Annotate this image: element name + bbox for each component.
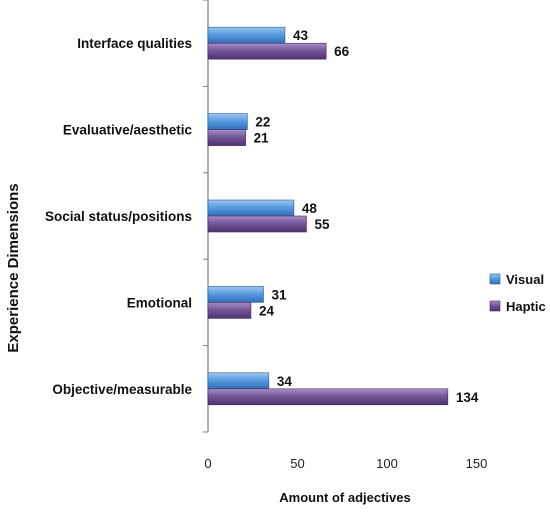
data-label: 22 bbox=[255, 115, 270, 130]
bar-haptic bbox=[207, 129, 246, 146]
data-label: 24 bbox=[259, 303, 275, 318]
x-tick-label: 150 bbox=[466, 456, 488, 471]
x-tick-label: 50 bbox=[290, 456, 304, 471]
category-label: Social status/positions bbox=[45, 209, 192, 224]
legend-label-visual: Visual bbox=[506, 272, 544, 287]
y-axis-title: Experience Dimensions bbox=[5, 183, 22, 352]
bar-visual bbox=[207, 199, 295, 217]
data-label: 55 bbox=[314, 217, 330, 232]
bar-haptic bbox=[207, 302, 252, 319]
data-label: 43 bbox=[293, 28, 309, 43]
bar-visual bbox=[207, 372, 270, 390]
category-label: Evaluative/aesthetic bbox=[63, 123, 193, 138]
bar-haptic bbox=[207, 42, 327, 60]
data-label: 48 bbox=[302, 201, 318, 216]
bar-visual bbox=[207, 286, 264, 303]
x-tick-label: 0 bbox=[204, 456, 211, 471]
plot-area: 0 50 100 150 Interface qualities 43 66 Evaluati… bbox=[45, 0, 487, 471]
legend: Visual Haptic bbox=[489, 272, 546, 314]
bar-haptic bbox=[207, 215, 307, 233]
bar-haptic bbox=[207, 388, 449, 406]
bar-visual bbox=[207, 26, 286, 44]
x-axis-title: Amount of adjectives bbox=[279, 490, 410, 505]
legend-label-haptic: Haptic bbox=[506, 299, 546, 314]
category-label: Interface qualities bbox=[77, 36, 192, 51]
data-label: 66 bbox=[334, 44, 350, 59]
bar-visual bbox=[207, 113, 248, 130]
data-label: 21 bbox=[254, 131, 270, 146]
legend-swatch-visual bbox=[489, 273, 501, 285]
data-label: 31 bbox=[271, 287, 287, 302]
category-label: Objective/measurable bbox=[52, 382, 192, 397]
data-label: 34 bbox=[277, 374, 293, 389]
category-label: Emotional bbox=[127, 295, 192, 310]
legend-swatch-haptic bbox=[489, 300, 501, 312]
x-tick-label: 100 bbox=[376, 456, 398, 471]
data-label: 134 bbox=[456, 390, 479, 405]
